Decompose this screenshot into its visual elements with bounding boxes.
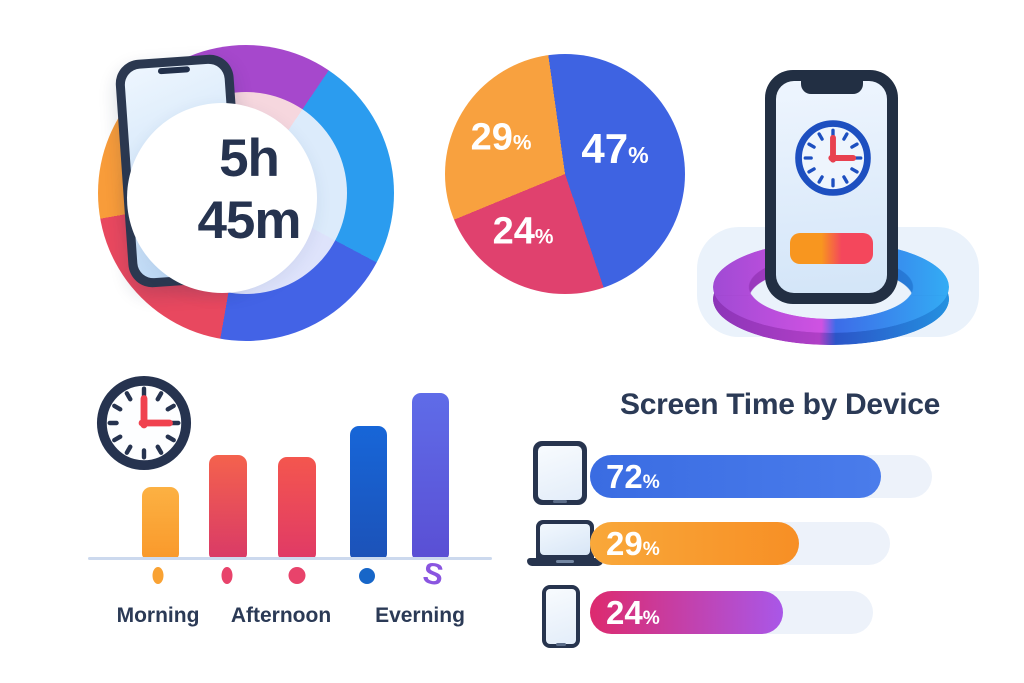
usage-fill: 29% (590, 522, 799, 565)
tod-marker (359, 568, 375, 584)
usage-fill: 72% (590, 455, 881, 498)
tod-bar (278, 457, 316, 559)
pie-slice-label-orange: 29% (470, 116, 532, 159)
minutes-value: 45m (197, 191, 301, 250)
usage-value: 29% (606, 525, 660, 562)
clock-icon (795, 120, 871, 196)
tod-marker (221, 567, 233, 584)
tod-marker (152, 567, 164, 584)
stand-ring-front (713, 295, 949, 345)
usage-fill: 24% (590, 591, 783, 634)
tod-bar (412, 393, 449, 559)
donut-center-circle: 5h 45m (127, 103, 317, 293)
pie-slice-label-blue: 47% (581, 125, 649, 172)
laptop-icon (527, 520, 603, 566)
hours-value: 5h (219, 129, 280, 188)
chart-title: Screen Time by Device (620, 388, 940, 421)
usage-value: 72% (606, 458, 660, 495)
tablet-icon (533, 441, 587, 505)
tod-bar (209, 455, 247, 559)
tod-bar (142, 487, 179, 559)
total-screen-time-value: 5h 45m (197, 128, 301, 252)
clock-icon (96, 375, 192, 471)
category-label-evening: Everning (375, 604, 465, 627)
category-label-afternoon: Afternoon (230, 604, 332, 627)
pie-slice-label-pink: 24% (492, 210, 554, 253)
x-axis-line (88, 557, 492, 560)
tod-marker (288, 567, 306, 584)
usage-value: 24% (606, 594, 660, 631)
category-label-morning: Morning (116, 604, 200, 627)
pie-chart: 47% 29% 24% (445, 54, 685, 294)
usage-track: 29% (590, 522, 890, 565)
tod-bar (350, 426, 387, 559)
usage-track: 72% (590, 455, 932, 498)
smartphone-illustration (765, 70, 898, 304)
smartphone-icon (542, 585, 580, 648)
usage-track: 24% (590, 591, 873, 634)
phone-notch (800, 80, 863, 94)
progress-bar (790, 233, 873, 264)
time-of-day-chart: S Morning Afternoon Everning (85, 368, 505, 668)
tod-marker squiggle-marker: S (420, 556, 446, 593)
